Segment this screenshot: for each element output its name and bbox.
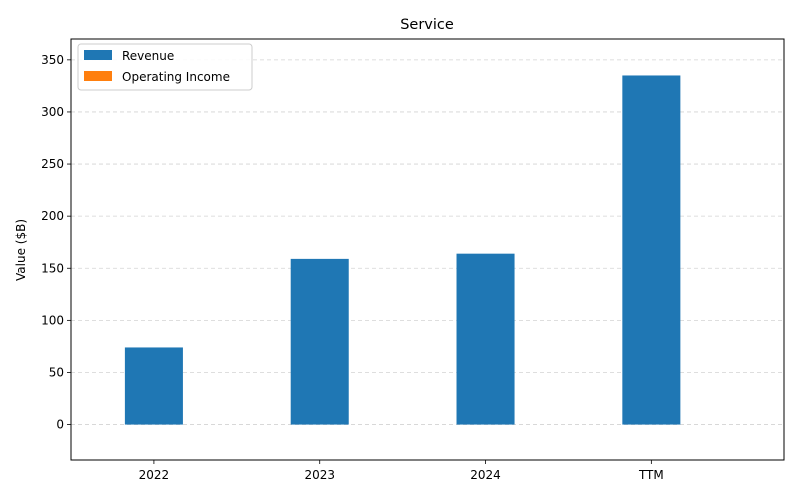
- bar-revenue-2024: [456, 253, 515, 425]
- y-axis-ticks: 0 50 100 150 200 250 300 350: [41, 53, 71, 432]
- x-tick-label-2022: 2022: [139, 468, 170, 482]
- legend-swatch-operating-income: [84, 71, 112, 81]
- y-tick-label-250: 250: [41, 157, 64, 171]
- y-tick-label-200: 200: [41, 209, 64, 223]
- y-tick-label-350: 350: [41, 53, 64, 67]
- y-axis-label: Value ($B): [14, 219, 28, 281]
- legend-label-revenue: Revenue: [122, 49, 174, 63]
- legend-label-operating-income: Operating Income: [122, 70, 230, 84]
- y-tick-label-100: 100: [41, 313, 64, 327]
- x-tick-label-2023: 2023: [304, 468, 335, 482]
- bars: [124, 75, 681, 425]
- bar-revenue-2023: [290, 258, 349, 425]
- chart-title: Service: [400, 17, 454, 33]
- bar-revenue-2022: [124, 347, 183, 425]
- y-tick-label-300: 300: [41, 105, 64, 119]
- legend: Revenue Operating Income: [77, 43, 253, 91]
- y-tick-label-50: 50: [49, 365, 64, 379]
- plot-frame: [70, 38, 785, 461]
- y-tick-label-0: 0: [56, 418, 64, 432]
- bar-revenue-ttm: [622, 75, 681, 425]
- x-tick-label-2024: 2024: [470, 468, 501, 482]
- legend-swatch-revenue: [84, 50, 112, 60]
- y-tick-label-150: 150: [41, 261, 64, 275]
- x-tick-label-ttm: TTM: [638, 468, 664, 482]
- x-axis-ticks: 2022 2023 2024 TTM: [139, 460, 664, 482]
- legend-frame: [77, 43, 253, 91]
